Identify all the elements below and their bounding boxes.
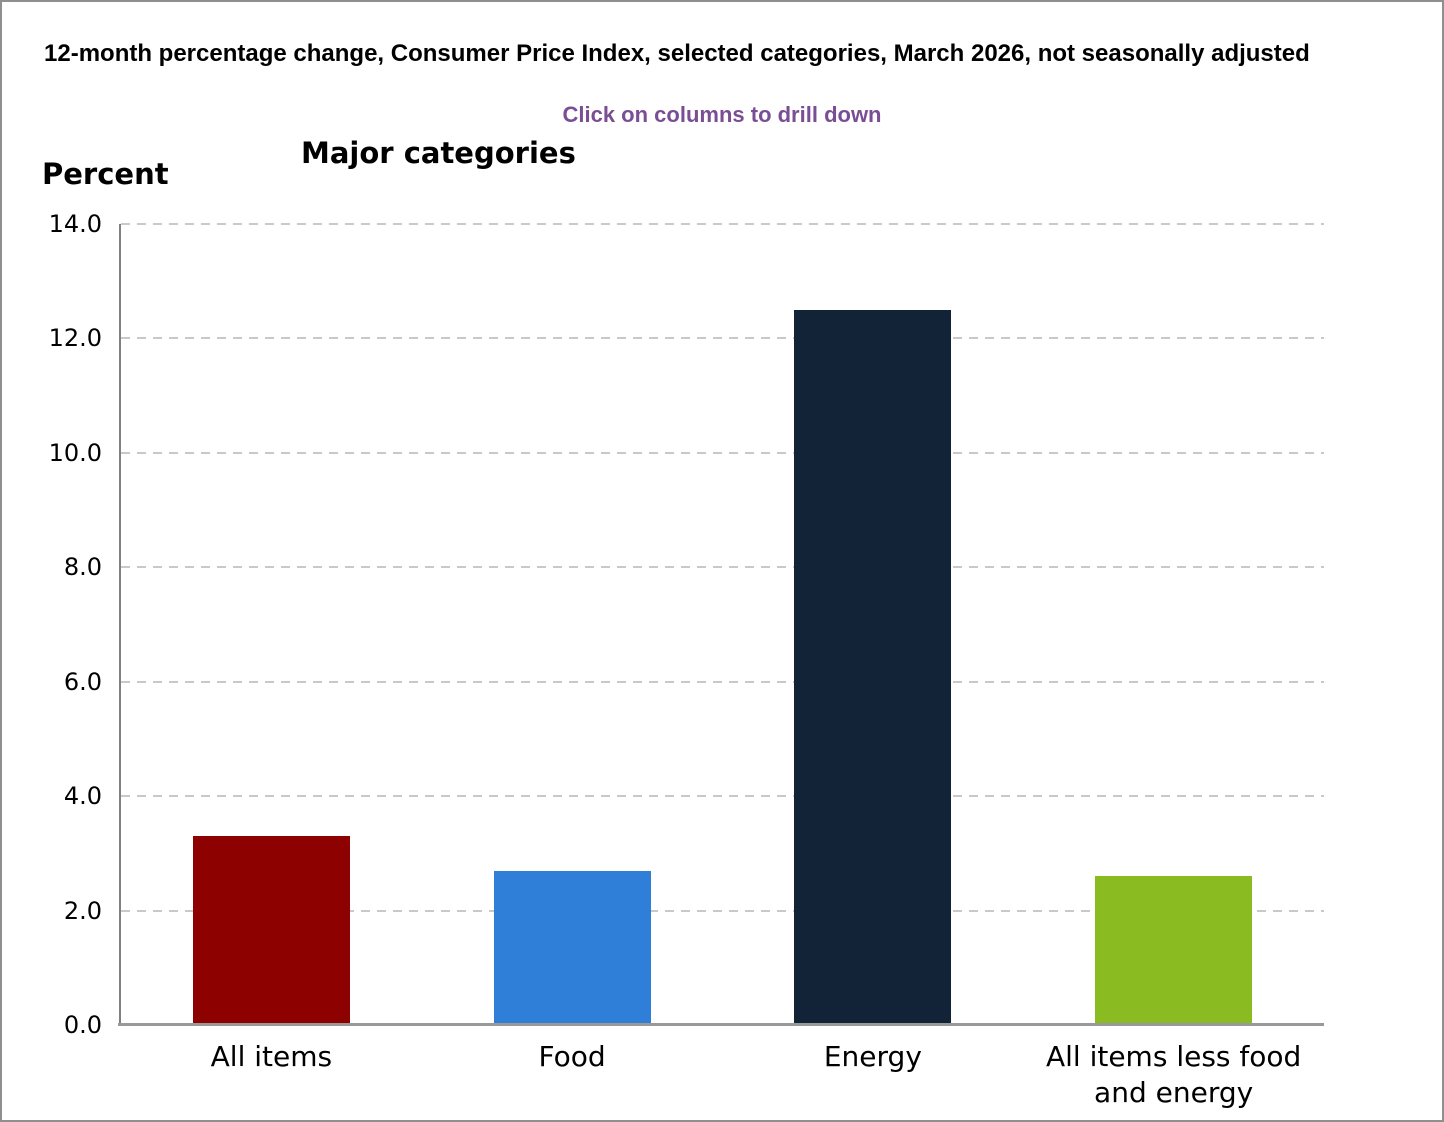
y-tick-label-8.0: 8.0: [63, 553, 102, 582]
gridline-6.0: [121, 680, 1324, 683]
gridline-8.0: [121, 566, 1324, 569]
gridline-2.0: [121, 909, 1324, 912]
y-axis-unit-label: Percent: [42, 157, 169, 191]
x-label-all-items-less-food-and-energy: All items less food and energy: [1045, 1040, 1302, 1109]
y-tick-label-14.0: 14.0: [48, 210, 102, 238]
y-tick-label-10.0: 10.0: [48, 438, 102, 467]
y-tick-label-12.0: 12.0: [48, 324, 102, 353]
gridline-12.0: [121, 337, 1324, 340]
y-tick-label-4.0: 4.0: [63, 782, 102, 811]
gridline-14.0: [121, 223, 1324, 225]
x-label-food: Food: [538, 1040, 606, 1073]
bar-food[interactable]: [493, 870, 651, 1025]
y-tick-label-0.0: 0.0: [63, 1011, 102, 1039]
chart-title: Major categories: [301, 136, 576, 170]
y-axis-line: [119, 224, 121, 1025]
x-axis-baseline: [118, 1023, 1324, 1026]
x-label-energy: Energy: [823, 1040, 922, 1073]
plot-area: [121, 223, 1324, 1025]
bar-all-items[interactable]: [192, 836, 350, 1025]
y-tick-label-6.0: 6.0: [63, 667, 102, 696]
gridline-4.0: [121, 795, 1324, 798]
gridline-10.0: [121, 451, 1324, 454]
drilldown-hint: Click on columns to drill down: [562, 102, 882, 127]
y-tick-label-2.0: 2.0: [63, 896, 102, 925]
bar-all-items-less-food-and-energy[interactable]: [1095, 876, 1253, 1025]
bar-energy[interactable]: [794, 309, 952, 1025]
x-label-all-items: All items: [210, 1040, 333, 1073]
page-title: 12-month percentage change, Consumer Pri…: [44, 40, 1310, 67]
